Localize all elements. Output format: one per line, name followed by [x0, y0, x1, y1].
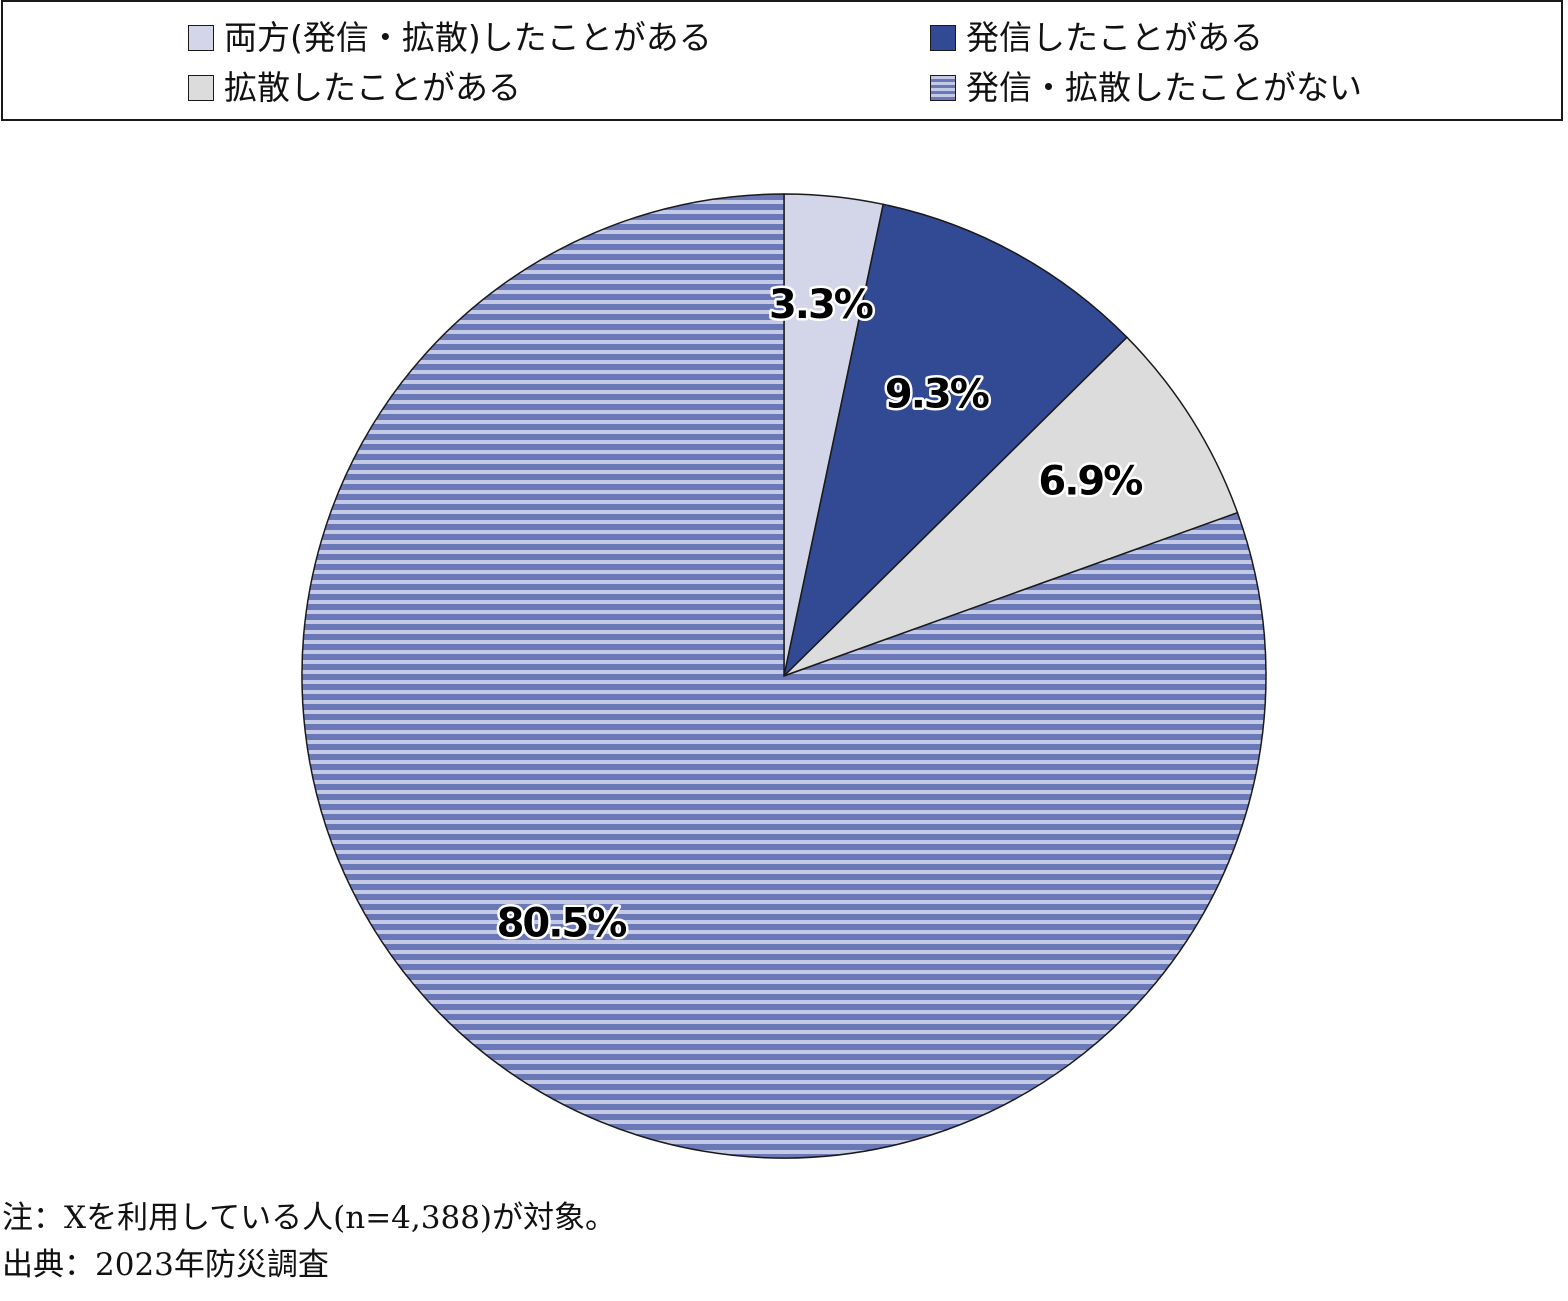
source-text: 出典：2023年防災調査 — [2, 1247, 329, 1283]
pie-label-both: 3.3% — [769, 282, 873, 328]
legend-swatch-none — [930, 75, 956, 101]
legend-label-both: 両方(発信・拡散)したことがある — [224, 18, 712, 57]
pie-slice-post — [782, 203, 1129, 679]
pie-label-share: 6.9% — [1038, 458, 1142, 504]
pie-slice-none — [301, 193, 1267, 1159]
legend-item-post: 発信したことがある — [930, 18, 1263, 58]
legend-swatch-both — [188, 25, 214, 51]
chart-legend: 両方(発信・拡散)したことがある 発信したことがある 拡散したことがある 発信・… — [1, 0, 1563, 121]
pie-label-post: 9.3% — [885, 372, 989, 418]
pie-label-none: 80.5% — [497, 900, 627, 946]
legend-label-post: 発信したことがある — [966, 18, 1263, 57]
legend-item-share: 拡散したことがある — [188, 68, 521, 108]
legend-swatch-post — [930, 25, 956, 51]
chart-notes: 注：Xを利用している人(n=4,388)が対象。 出典：2023年防災調査 — [2, 1195, 616, 1289]
pie-slices — [301, 193, 1267, 1159]
note-text: 注：Xを利用している人(n=4,388)が対象。 — [2, 1200, 617, 1236]
pie-slice-share — [783, 336, 1239, 677]
legend-swatch-share — [188, 75, 214, 101]
legend-label-none: 発信・拡散したことがない — [966, 68, 1362, 107]
pie-labels: 3.3% 9.3% 6.9% 80.5% — [494, 279, 1147, 948]
pie-chart: 3.3% 9.3% 6.9% 80.5% — [301, 193, 1267, 1159]
legend-item-both: 両方(発信・拡散)したことがある — [188, 18, 712, 58]
legend-item-none: 発信・拡散したことがない — [930, 68, 1362, 108]
legend-label-share: 拡散したことがある — [224, 68, 521, 107]
